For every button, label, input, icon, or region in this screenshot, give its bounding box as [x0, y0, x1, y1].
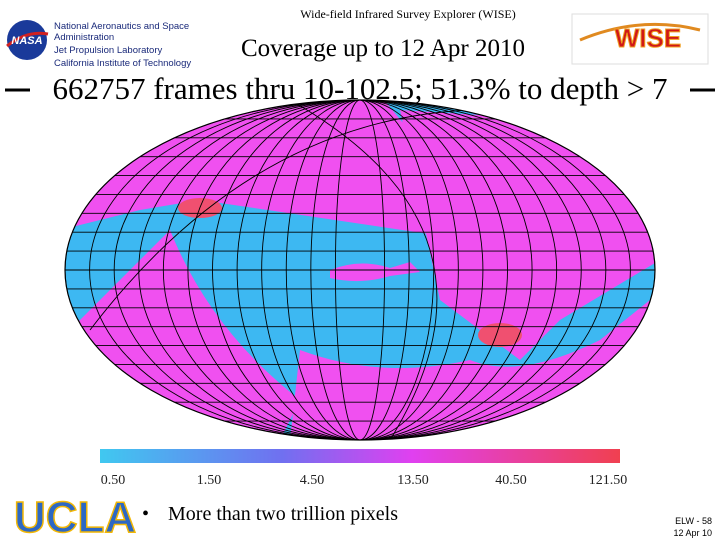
mission-name: Wide-field Infrared Survey Explorer (WIS… — [300, 7, 515, 21]
nasa-logo: NASA — [6, 20, 49, 60]
colorbar-label: 0.50 — [101, 473, 126, 488]
org-line: Jet Propulsion Laboratory — [54, 45, 163, 56]
wise-logo: WISE — [571, 13, 709, 65]
colorbar-label: 4.50 — [300, 473, 325, 488]
colorbar-label: 40.50 — [495, 473, 527, 488]
ucla-logo: UCLA — [14, 493, 136, 540]
colorbar-label: 121.50 — [589, 473, 628, 488]
org-line: California Institute of Technology — [54, 58, 191, 69]
bullet-mark: • — [142, 503, 149, 525]
sky-outline — [64, 99, 656, 441]
bullet-text: More than two trillion pixels — [168, 503, 398, 525]
slide-number: ELW - 58 — [675, 516, 712, 526]
slide-date: 12 Apr 10 — [673, 528, 712, 538]
colorbar-label: 1.50 — [197, 473, 222, 488]
grid-line — [289, 100, 438, 440]
org-line: Administration — [54, 32, 114, 43]
nasa-logo-text: NASA — [11, 35, 42, 47]
wise-logo-text: WISE — [615, 23, 681, 53]
org-line: National Aeronautics and Space — [54, 21, 189, 32]
colorbar-label: 13.50 — [397, 473, 429, 488]
colorbar — [100, 449, 620, 463]
slide-title: Coverage up to 12 Apr 2010 — [241, 35, 525, 62]
sky-map — [65, 100, 655, 440]
